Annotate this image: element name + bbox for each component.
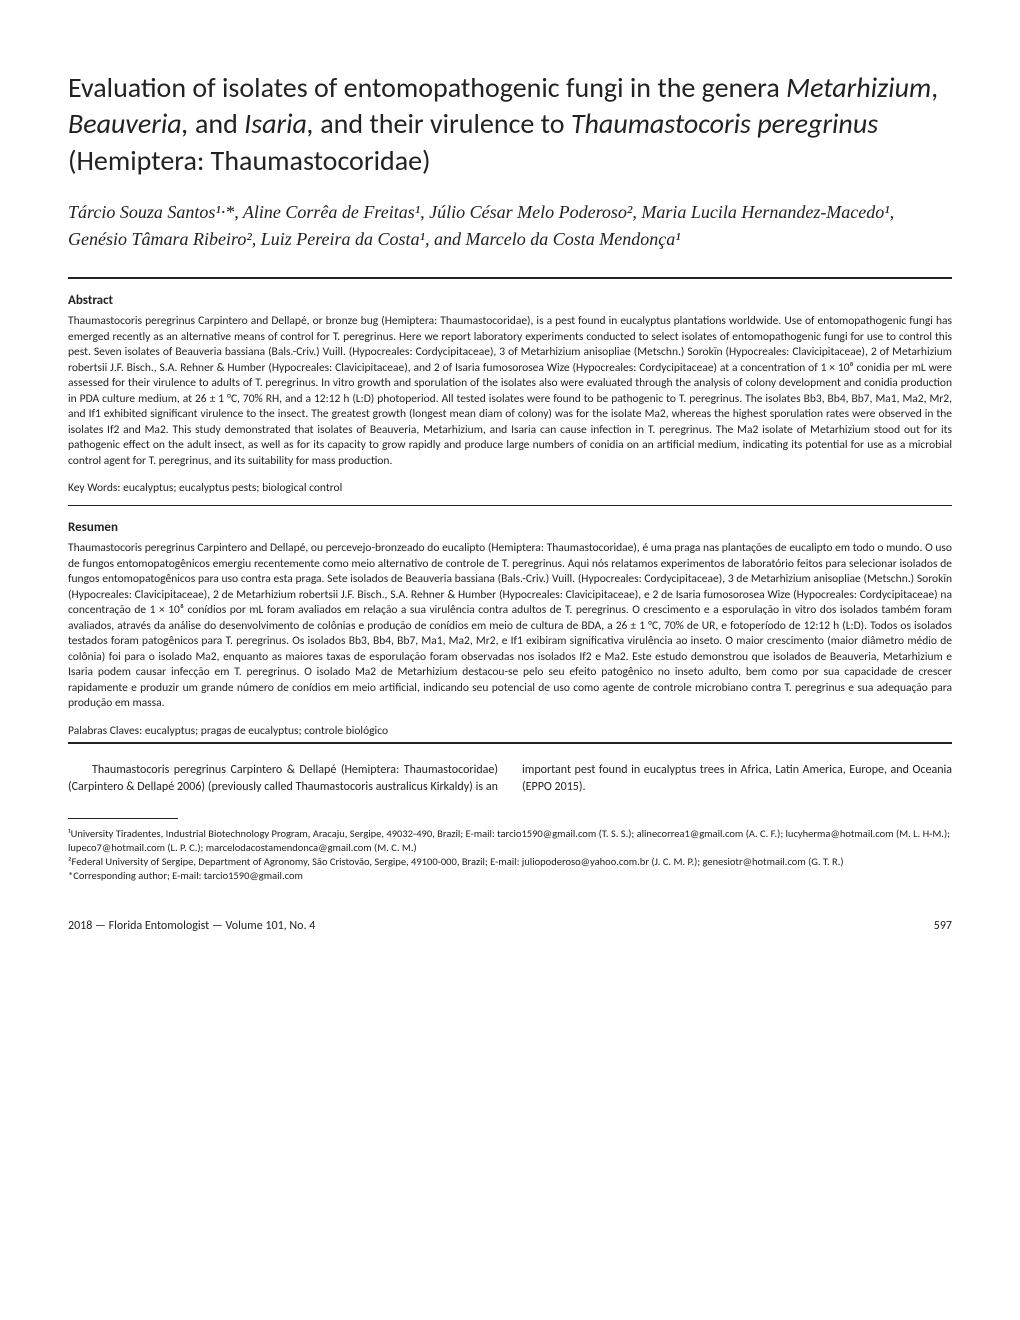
footnotes: ¹University Tiradentes, Industrial Biote…	[68, 827, 952, 884]
abstract-body: Thaumastocoris peregrinus Carpintero and…	[68, 314, 952, 469]
title-italic-3: Isaria,	[244, 106, 314, 141]
abstract-label: Abstract	[68, 293, 952, 308]
resumen-body: Thaumastocoris peregrinus Carpintero and…	[68, 541, 952, 712]
footnote-3: *Corresponding author; E-mail: tarcio159…	[68, 869, 952, 883]
resumen-label: Resumen	[68, 520, 952, 535]
footnote-rule	[68, 818, 178, 819]
divider-bottom	[68, 742, 952, 744]
title-italic-2: Beauveria,	[68, 106, 189, 141]
title-text-3: and	[189, 106, 245, 141]
authors-line: Tárcio Souza Santos¹·*, Aline Corrêa de …	[68, 199, 952, 253]
body-paragraph: Thaumastocoris peregrinus Carpintero & D…	[68, 762, 952, 796]
divider-mid	[68, 505, 952, 506]
footnote-2: ²Federal University of Sergipe, Departme…	[68, 855, 952, 869]
divider-top	[68, 277, 952, 279]
title-text-5: (Hemiptera: Thaumastocoridae)	[68, 143, 431, 178]
page-footer: 2018 — Florida Entomologist — Volume 101…	[68, 919, 952, 933]
title-text-2: ,	[931, 70, 938, 105]
footnote-1: ¹University Tiradentes, Industrial Biote…	[68, 827, 952, 855]
title-text-4: and their virulence to	[314, 106, 571, 141]
article-title: Evaluation of isolates of entomopathogen…	[68, 70, 952, 179]
keywords-pt: Palabras Claves: eucalyptus; pragas de e…	[68, 724, 952, 738]
title-text-1: Evaluation of isolates of entomopathogen…	[68, 70, 786, 105]
footer-left: 2018 — Florida Entomologist — Volume 101…	[68, 919, 315, 933]
body-columns: Thaumastocoris peregrinus Carpintero & D…	[68, 762, 952, 796]
title-italic-4: Thaumastocoris peregrinus	[571, 106, 878, 141]
keywords-en: Key Words: eucalyptus; eucalyptus pests;…	[68, 481, 952, 495]
title-italic-1: Metarhizium	[786, 70, 931, 105]
footer-right: 597	[934, 919, 952, 933]
